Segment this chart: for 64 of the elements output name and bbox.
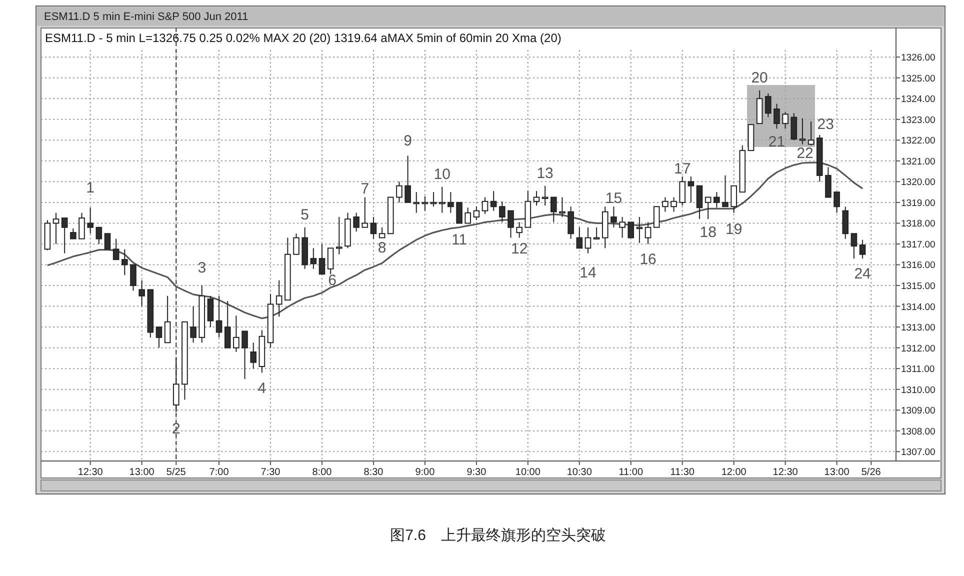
x-tick-label: 7:30 [260, 467, 281, 478]
annotation: 12 [510, 240, 528, 258]
annotation: 6 [328, 272, 336, 289]
y-tick-label: 1309.00 [901, 406, 936, 417]
x-tick-label: 10:30 [566, 467, 592, 478]
y-tick-label: 1311.00 [901, 364, 935, 376]
annotation: 3 [198, 259, 206, 276]
annotation: 21 [768, 134, 786, 151]
y-tick-label: 1316.00 [901, 260, 936, 272]
annotation: 18 [700, 224, 716, 242]
x-tick-label: 5/25 [166, 467, 186, 478]
x-tick-label: 9:30 [466, 467, 487, 478]
y-tick-label: 1325.00 [901, 73, 936, 84]
x-tick-label: 9:00 [415, 467, 436, 478]
x-tick-label: 10:00 [515, 467, 541, 478]
y-tick-label: 1308.00 [901, 426, 936, 438]
y-tick-label: 1315.00 [901, 281, 936, 292]
y-tick-label: 1323.00 [901, 114, 936, 126]
annotation: 20 [751, 69, 768, 86]
x-tick-label: 12:30 [78, 467, 104, 478]
x-tick-label: 13:00 [824, 467, 850, 478]
x-tick-label: 12:30 [772, 467, 798, 478]
annotation: 11 [451, 231, 468, 248]
x-tick-label: 11:30 [670, 467, 695, 478]
annotation: 5 [300, 206, 310, 224]
annotation: 9 [404, 132, 412, 150]
annotation: 22 [796, 145, 814, 162]
annotation: 7 [360, 180, 370, 198]
annotation: 14 [580, 264, 596, 282]
annotation: 13 [536, 164, 554, 182]
y-tick-label: 1318.00 [901, 218, 936, 230]
x-tick-label: 11:00 [618, 467, 644, 478]
chart-subtitle: ESM11.D - 5 min L=1326.75 0.25 0.02% MAX 20 (20) 1319.64 aMAX 5min of 60min 20 Xma (20) [45, 31, 562, 45]
x-tick-label: 8:00 [312, 467, 332, 478]
annotation: 19 [725, 220, 742, 238]
annotation: 23 [817, 116, 834, 134]
y-tick-label: 1310.00 [901, 384, 936, 396]
y-tick-label: 1307.00 [901, 447, 936, 458]
y-tick-label: 1317.00 [901, 239, 936, 250]
annotation: 15 [605, 190, 622, 207]
x-tick-label: 12:00 [721, 467, 747, 478]
y-tick-label: 1324.00 [901, 94, 936, 106]
chart-title: ESM11.D 5 min E-mini S&P 500 Jun 2011 [44, 11, 248, 23]
annotation: 17 [674, 160, 691, 178]
y-tick-label: 1326.00 [901, 52, 936, 64]
x-tick-label: 7:00 [209, 467, 230, 478]
x-tick-label: 8:30 [364, 467, 384, 478]
x-tick-label: 5/26 [861, 467, 882, 478]
y-tick-label: 1319.00 [901, 198, 936, 209]
caption: 图7.6 上升最终旗形的空头突破 [390, 527, 606, 544]
annotation: 1 [86, 179, 95, 196]
y-tick-label: 1321.00 [901, 156, 936, 168]
y-tick-label: 1320.00 [901, 177, 936, 188]
annotation: 10 [434, 166, 450, 183]
annotation: 4 [258, 380, 266, 397]
annotation: 2 [172, 420, 180, 438]
x-tick-label: 13:00 [129, 467, 155, 478]
y-tick-label: 1314.00 [901, 302, 936, 313]
annotation: 8 [378, 240, 386, 257]
annotation: 24 [854, 266, 871, 283]
annotation: 16 [640, 251, 656, 268]
y-tick-label: 1322.00 [901, 136, 936, 147]
y-tick-label: 1313.00 [901, 322, 936, 334]
y-tick-label: 1312.00 [901, 343, 936, 354]
